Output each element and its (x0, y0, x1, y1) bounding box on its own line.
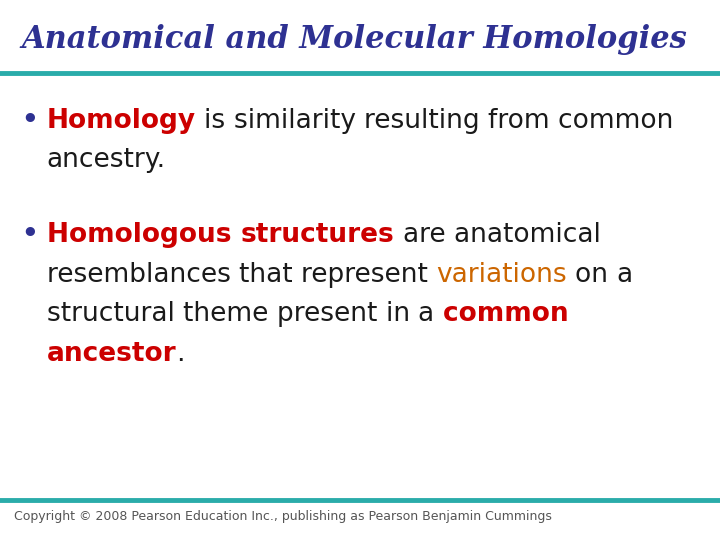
Text: on: on (575, 262, 616, 288)
Text: structural: structural (47, 301, 183, 327)
Text: •: • (22, 108, 38, 134)
Text: ancestor: ancestor (47, 341, 176, 367)
Text: ancestry.: ancestry. (47, 147, 166, 173)
Text: common: common (558, 108, 682, 134)
Text: that: that (239, 262, 301, 288)
Text: present: present (276, 301, 385, 327)
Text: common: common (443, 301, 577, 327)
Text: represent: represent (301, 262, 436, 288)
Text: Homologous: Homologous (47, 222, 240, 248)
Text: are: are (402, 222, 454, 248)
Text: .: . (176, 341, 185, 367)
Text: in: in (385, 301, 418, 327)
Text: Copyright © 2008 Pearson Education Inc., publishing as Pearson Benjamin Cummings: Copyright © 2008 Pearson Education Inc.,… (14, 510, 552, 523)
Text: from: from (488, 108, 558, 134)
Text: structures: structures (240, 222, 394, 248)
Text: Homology: Homology (47, 108, 196, 134)
Text: is: is (204, 108, 234, 134)
Text: a: a (418, 301, 443, 327)
Text: resulting: resulting (364, 108, 488, 134)
Text: Anatomical and Molecular Homologies: Anatomical and Molecular Homologies (22, 24, 688, 55)
Text: •: • (22, 222, 38, 248)
Text: a: a (616, 262, 642, 288)
Text: variations: variations (436, 262, 567, 288)
Text: theme: theme (183, 301, 276, 327)
Text: resemblances: resemblances (47, 262, 239, 288)
Text: anatomical: anatomical (454, 222, 609, 248)
Text: similarity: similarity (234, 108, 364, 134)
